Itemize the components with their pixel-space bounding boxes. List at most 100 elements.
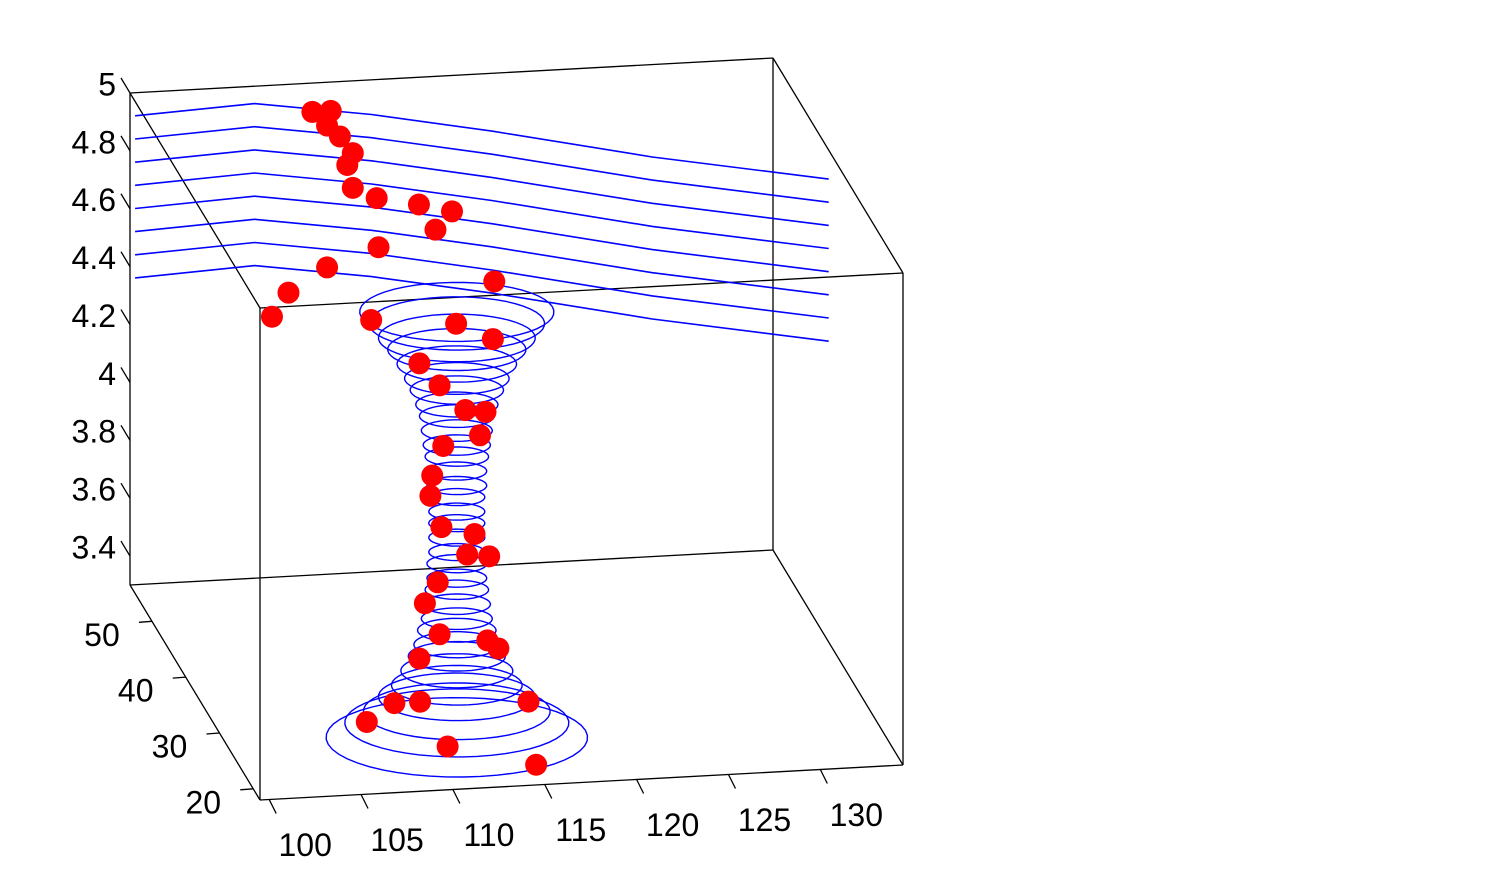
seed-point [483,270,506,293]
z-tick [120,424,131,441]
seed-point [365,187,388,210]
seed-point [445,312,468,335]
y-tick-label: 20 [185,784,221,820]
vortex-ring [387,327,527,372]
seed-point [408,352,431,375]
x-tick-label: 130 [830,797,883,833]
vortex-ring [377,313,536,363]
seed-point [481,328,504,351]
vortex-ring [409,375,505,405]
z-tick [120,77,131,94]
seed-point [432,434,455,457]
vortex-ring [424,446,490,467]
y-tick [240,788,254,791]
seed-point [383,692,406,715]
z-tick [120,540,131,557]
vortex-ring [428,502,486,521]
seed-point [454,399,477,422]
box-edge [129,57,774,94]
seed-point [336,154,359,177]
z-tick-label: 3.6 [72,472,116,508]
x-tick [727,774,737,789]
seed-point [421,464,444,487]
y-tick [172,676,186,679]
seed-point [413,592,436,615]
seed-point [424,218,447,241]
seed-point [407,193,430,216]
x-tick-label: 105 [370,822,423,858]
z-tick-label: 4.4 [72,240,116,276]
z-tick-label: 5 [98,66,116,102]
vortex-ring [400,653,514,689]
seed-point [525,753,548,776]
x-tick [819,769,828,784]
seed-point [367,236,390,259]
vortex-ring [424,579,490,601]
seed-point [419,484,442,507]
z-tick [120,367,131,383]
box-edge [129,92,261,309]
streamline [135,195,829,273]
vortex-ring [422,434,492,456]
seed-point [328,125,351,148]
y-tick-label: 30 [152,728,188,764]
x-tick [360,794,369,809]
box-edge [772,549,904,766]
x-tick-label: 120 [646,807,699,843]
vortex-ring [390,664,523,706]
box-edge [772,57,904,274]
vortex-ring [396,345,518,383]
vortex-ring [413,631,501,659]
seed-point [260,305,283,328]
x-tick [544,784,553,799]
x-tick [268,799,277,814]
seed-point [408,647,431,670]
seed-point [478,545,501,568]
x-tick-label: 115 [555,812,606,848]
z-tick-label: 4 [98,356,116,392]
y-tick-label: 40 [118,673,154,709]
seed-point [426,571,449,594]
seed-point [277,281,300,304]
seed-point [487,637,510,660]
z-tick-label: 3.8 [72,414,116,450]
seed-point [474,400,497,423]
seed-point [428,623,451,646]
seed-point [469,424,492,447]
y-tick [138,620,152,623]
streamline [135,125,829,203]
seed-point [463,522,486,545]
z-tick-label: 4.6 [72,182,116,218]
vortex-ring [344,688,570,758]
box-edge [259,764,904,801]
seed-point [301,100,324,123]
seed-point [428,374,451,397]
streamline [135,149,829,227]
box-edge [259,272,904,309]
z-tick-label: 4.8 [72,124,116,160]
z-tick [120,193,131,210]
x-tick-label: 110 [463,817,514,853]
seed-point [409,690,432,713]
x-tick [452,789,461,804]
seed-point [517,690,540,713]
vortex-ring [420,607,494,631]
seed-point [440,200,463,223]
x-tick-label: 100 [278,827,331,863]
x-tick [636,779,645,794]
streamline [135,102,829,180]
x-tick-label: 125 [738,802,791,838]
z-tick [120,251,131,267]
streamline [135,241,829,319]
seed-point [436,735,459,758]
z-tick-label: 4.2 [72,298,116,334]
vortex-ring [403,361,510,395]
seed-point [355,710,378,733]
box-edge [129,549,774,586]
vortex-ring [377,672,536,722]
seed-point [456,543,479,566]
streamline [135,172,829,250]
seed-point [316,256,339,279]
z-tick-label: 3.4 [72,530,116,566]
streamline [135,264,829,342]
